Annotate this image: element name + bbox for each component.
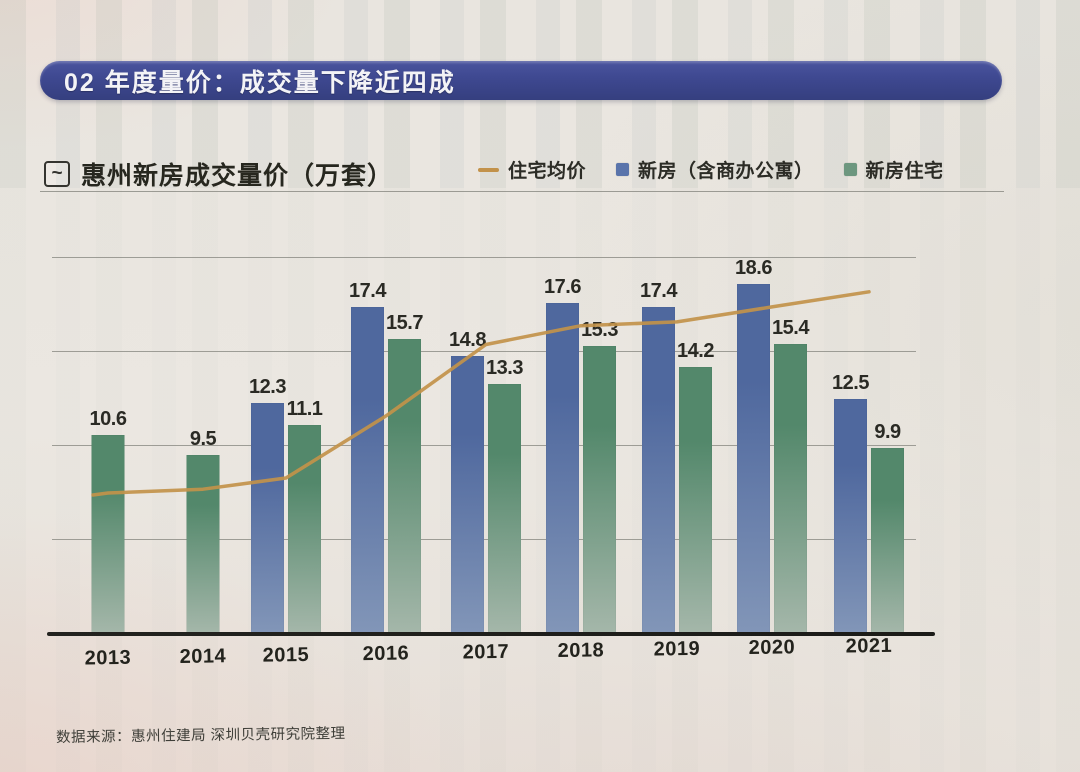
- bar-group-2013: 10.6: [89, 407, 127, 634]
- x-axis-label-2014: 2014: [179, 645, 227, 668]
- x-axis-label-2018: 2018: [557, 639, 605, 663]
- bar: [488, 383, 521, 634]
- bar: [871, 447, 904, 634]
- legend-item-new-residential: 新房住宅: [843, 156, 944, 183]
- bar-wrap: 9.5: [186, 428, 220, 634]
- bar-value-label: 10.6: [89, 407, 127, 430]
- bar: [679, 367, 712, 634]
- x-axis-label-2019: 2019: [653, 637, 701, 661]
- bar-value-label: 13.3: [486, 356, 523, 379]
- x-axis-label-2013: 2013: [84, 646, 132, 670]
- legend-square-marker-blue: [616, 163, 630, 176]
- legend-line-marker: [478, 167, 499, 172]
- bar-wrap: 14.2: [677, 340, 714, 634]
- bar: [546, 303, 579, 634]
- gridline-20: [52, 257, 916, 258]
- bar-wrap: 18.6: [735, 257, 772, 634]
- x-axis-label-2015: 2015: [262, 643, 310, 667]
- bar-wrap: 17.6: [544, 276, 581, 634]
- source-note: 数据来源：惠州住建局 深圳贝壳研究院整理: [55, 725, 346, 747]
- bar: [451, 355, 484, 634]
- x-axis-label-2017: 2017: [462, 640, 510, 664]
- bar-wrap: 12.5: [832, 372, 869, 634]
- bar-value-label: 9.5: [189, 428, 217, 451]
- bar-group-2015: 12.3 11.1: [249, 375, 323, 634]
- bar: [737, 284, 770, 634]
- bar-group-2016: 17.4 15.7: [349, 279, 423, 634]
- legend-item-new-homes: 新房（含商办公寓）: [616, 156, 814, 183]
- bar-value-label: 15.4: [772, 317, 809, 340]
- bar-value-label: 14.2: [677, 340, 714, 363]
- bar-value-label: 9.9: [874, 420, 901, 443]
- legend-label: 新房（含商办公寓）: [638, 161, 814, 182]
- bar: [251, 402, 284, 634]
- legend-label: 新房住宅: [865, 161, 944, 182]
- bar-group-2017: 14.8 13.3: [449, 328, 523, 634]
- bar: [186, 455, 220, 634]
- page-title: 惠州新房成交量价（万套）: [81, 162, 394, 190]
- section-banner-label: 02 年度量价：成交量下降近四成: [64, 68, 456, 97]
- legend-square-marker-green: [843, 163, 857, 176]
- header-divider: [40, 191, 1004, 192]
- bar-wrap: 12.3: [249, 375, 286, 634]
- x-axis-label-2016: 2016: [362, 642, 410, 666]
- bar-wrap: 15.4: [772, 317, 809, 634]
- chart-plot-area: 10.6 9.5 12.3 11.1 17.4 15.7 14.8 13.3 17.6 15.3 1…: [47, 250, 935, 636]
- gridline-5: [52, 539, 916, 540]
- chart-header: ~ 惠州新房成交量价（万套）: [44, 156, 393, 192]
- bar-group-2021: 12.5 9.9: [832, 372, 904, 634]
- bar-value-label: 15.7: [386, 311, 423, 334]
- bar-value-label: 15.3: [581, 319, 618, 342]
- bar-value-label: 18.6: [735, 257, 772, 280]
- bar-wrap: 15.3: [581, 319, 618, 634]
- bar-wrap: 15.7: [386, 311, 423, 634]
- bar: [388, 338, 421, 634]
- x-axis-line: [47, 632, 935, 636]
- bar-wrap: 17.4: [640, 279, 677, 634]
- bar-value-label: 14.8: [449, 328, 486, 351]
- x-axis-label-2021: 2021: [845, 634, 893, 658]
- bar-group-2020: 18.6 15.4: [735, 257, 809, 634]
- line-chart-icon: ~: [44, 161, 70, 187]
- bar: [351, 306, 384, 634]
- bar-wrap: 17.4: [349, 279, 386, 634]
- bar-group-2014: 9.5: [186, 428, 220, 634]
- bar-group-2019: 17.4 14.2: [640, 279, 714, 634]
- bar-value-label: 12.3: [249, 375, 286, 398]
- bar-wrap: 9.9: [871, 422, 904, 634]
- bar: [642, 306, 675, 634]
- legend-label: 住宅均价: [508, 161, 587, 182]
- bar: [288, 425, 321, 634]
- bar-value-label: 12.5: [832, 372, 869, 394]
- bar: [834, 399, 867, 634]
- bar: [774, 344, 807, 634]
- bar-value-label: 17.4: [349, 279, 386, 302]
- bar: [91, 434, 125, 634]
- bar-wrap: 10.6: [89, 407, 127, 634]
- bar-value-label: 17.4: [640, 279, 677, 302]
- bar-wrap: 11.1: [286, 398, 323, 634]
- bar: [583, 346, 616, 634]
- bar-wrap: 14.8: [449, 328, 486, 634]
- legend-item-avg-price: 住宅均价: [478, 156, 586, 183]
- bar-wrap: 13.3: [486, 356, 523, 634]
- section-banner: 02 年度量价：成交量下降近四成: [40, 61, 1002, 100]
- x-axis: 2013 2014 2015 2016 2017 2018 2019 2020 2021: [50, 634, 918, 674]
- bar-group-2018: 17.6 15.3: [544, 276, 618, 634]
- x-axis-label-2020: 2020: [748, 636, 796, 660]
- bar-value-label: 17.6: [544, 276, 581, 299]
- bar-value-label: 11.1: [286, 398, 323, 421]
- legend: 住宅均价 新房（含商办公寓） 新房住宅: [478, 156, 944, 183]
